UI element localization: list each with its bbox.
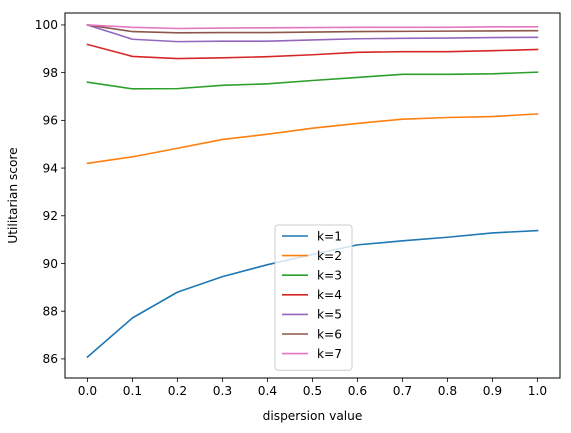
legend-label-6: k=6 [317,327,342,341]
y-tick-label: 100 [35,18,58,32]
legend-label-7: k=7 [317,347,342,361]
y-tick-label: 88 [42,305,58,319]
legend-label-3: k=3 [317,269,342,283]
series-layer [86,23,539,359]
series-line-5 [86,23,539,43]
legend-label-2: k=2 [317,249,342,263]
series-line-7 [86,24,539,30]
series-line-4 [86,43,539,60]
series-line-3 [86,71,539,90]
x-tick-label: 0.3 [213,384,232,398]
y-axis-label: Utilitarian score [6,147,20,243]
series-line-2 [86,113,539,165]
x-axis-label: dispersion value [263,409,363,423]
y-tick-label: 86 [42,352,58,366]
y-tick-label: 96 [42,114,58,128]
legend: k=1 k=2 k=3 k=4 k=5 k=6 k=7 [274,224,353,371]
y-tick-label: 98 [42,66,58,80]
x-tick-label: 0.0 [78,384,97,398]
x-tick-label: 0.1 [123,384,142,398]
series-line-6 [86,24,539,34]
y-ticks: 86 88 90 92 94 96 98 100 [35,18,65,366]
x-tick-label: 0.6 [348,384,367,398]
x-tick-label: 0.2 [168,384,187,398]
x-ticks: 0.0 0.1 0.2 0.3 0.4 0.5 0.6 0.7 0.8 0.9 1.0 [78,378,547,398]
y-tick-label: 94 [42,161,58,175]
x-tick-label: 0.8 [438,384,457,398]
y-tick-label: 92 [42,209,58,223]
legend-label-5: k=5 [317,308,342,322]
x-tick-label: 1.0 [528,384,547,398]
legend-label-1: k=1 [317,229,342,243]
legend-label-4: k=4 [317,288,342,302]
x-tick-label: 0.5 [303,384,322,398]
x-tick-label: 0.4 [258,384,278,398]
y-tick-label: 90 [42,257,58,271]
x-tick-label: 0.9 [483,384,502,398]
x-tick-label: 0.7 [393,384,412,398]
